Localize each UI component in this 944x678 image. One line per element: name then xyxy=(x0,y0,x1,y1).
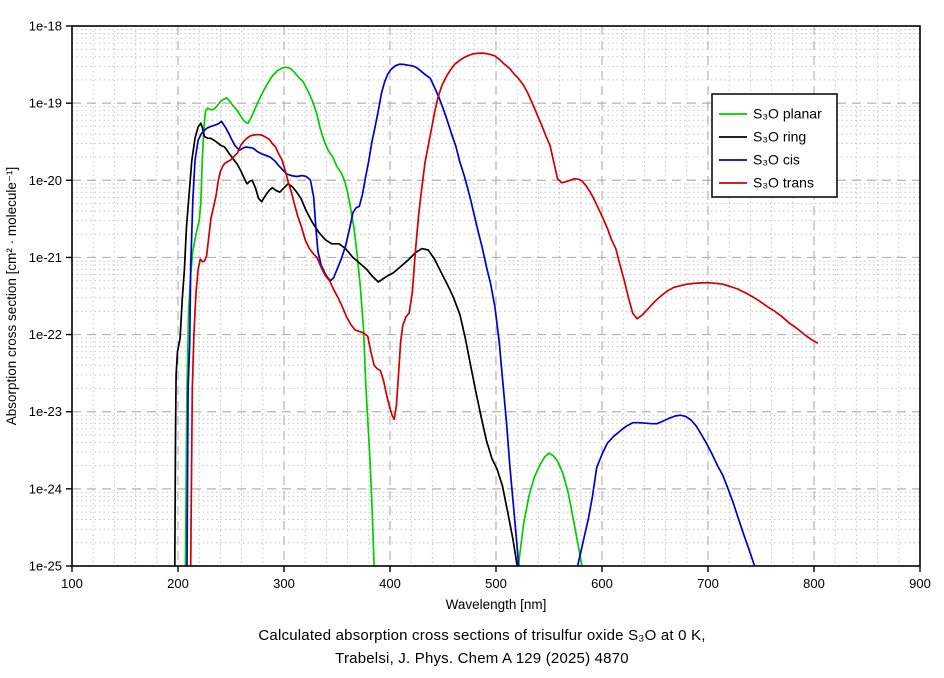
y-tick-label: 1e-21 xyxy=(29,250,62,265)
caption-line-2: Trabelsi, J. Phys. Chem A 129 (2025) 487… xyxy=(335,650,629,667)
series-line-s₃o-trans xyxy=(189,52,819,566)
x-tick-label: 200 xyxy=(167,576,189,591)
caption-line-1: Calculated absorption cross sections of … xyxy=(258,627,706,644)
spectra-curves xyxy=(173,52,819,566)
y-axis-tick-labels: 1e-18 1e-19 1e-20 1e-21 1e-22 1e-23 1e-24 1e-25 xyxy=(29,19,62,574)
y-axis-title: Absorption cross section [cm² · molecule… xyxy=(4,167,19,425)
y-tick-label: 1e-20 xyxy=(29,173,62,188)
series-line-s₃o-planar xyxy=(517,452,583,566)
legend-label: S₃O planar xyxy=(753,106,822,122)
series-line-s₃o-ring xyxy=(173,122,519,566)
chart-svg: 100 200 300 400 500 600 700 800 900 1e-181e-191e… xyxy=(4,19,931,613)
x-axis-title: Wavelength [nm] xyxy=(446,597,547,612)
y-tick-label: 1e-19 xyxy=(29,96,62,111)
legend-label: S₃O ring xyxy=(753,129,806,145)
x-tick-label: 600 xyxy=(591,576,613,591)
x-tick-label: 100 xyxy=(61,576,83,591)
legend-box xyxy=(711,93,838,198)
series-line-s₃o-cis xyxy=(576,414,756,566)
legend-label: S₃O cis xyxy=(753,152,800,168)
y-tick-label: 1e-18 xyxy=(29,19,62,34)
major-gridlines xyxy=(72,26,920,566)
series-line-s₃o-planar xyxy=(184,66,375,566)
y-tick-label: 1e-25 xyxy=(29,559,62,574)
series-line-s₃o-cis xyxy=(186,63,520,566)
axis-ticks xyxy=(66,25,921,572)
x-axis-tick-labels: 100 200 300 400 500 600 700 800 900 xyxy=(61,576,931,591)
y-tick-label: 1e-23 xyxy=(29,404,62,419)
x-tick-label: 900 xyxy=(909,576,931,591)
x-tick-label: 700 xyxy=(697,576,719,591)
y-tick-label: 1e-22 xyxy=(29,327,62,342)
absorption-spectra-chart: 100 200 300 400 500 600 700 800 900 1e-18 1e-19 1e… xyxy=(4,19,931,613)
x-tick-label: 500 xyxy=(485,576,507,591)
x-tick-label: 400 xyxy=(379,576,401,591)
y-tick-label: 1e-24 xyxy=(29,481,62,496)
legend-label: S₃O trans xyxy=(753,175,814,191)
x-tick-label: 800 xyxy=(803,576,825,591)
legend: S₃O planar S₃O ring S₃O cis S₃O trans xyxy=(711,93,838,198)
x-tick-label: 300 xyxy=(273,576,295,591)
